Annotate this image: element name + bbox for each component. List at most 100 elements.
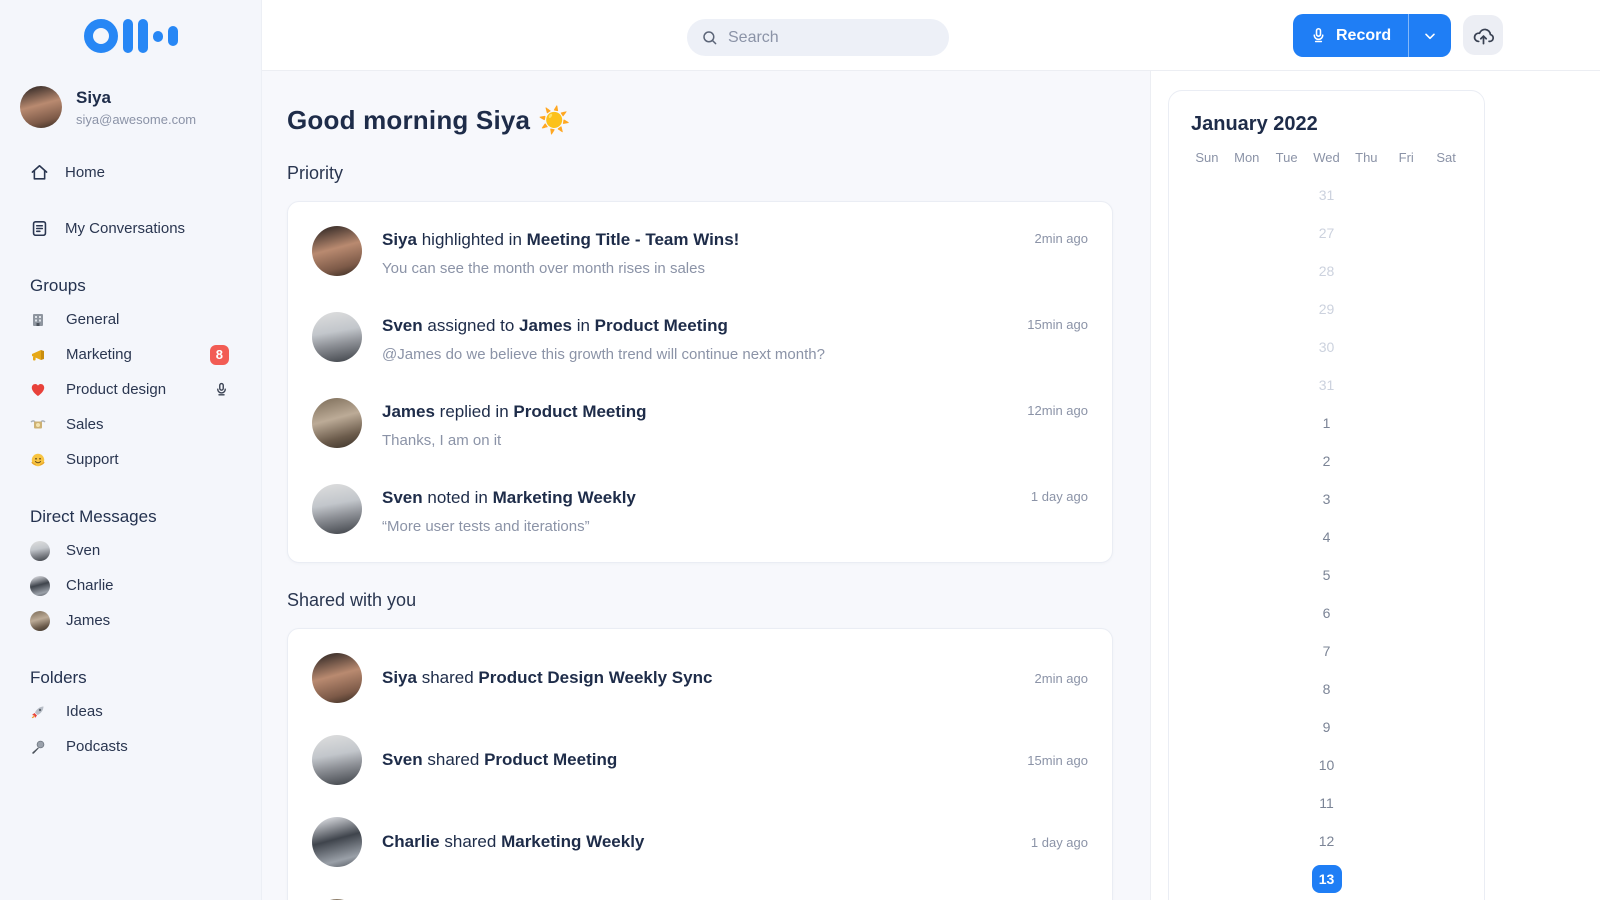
calendar-day[interactable]: 27 — [1187, 214, 1466, 252]
app-logo[interactable] — [83, 16, 178, 56]
calendar-weekday: Mon — [1234, 150, 1260, 165]
calendar-day-number: 9 — [1322, 719, 1331, 735]
calendar-day[interactable]: 29 — [1187, 290, 1466, 328]
feed-title: Sven shared Product Meeting — [382, 748, 1007, 772]
megaphone-icon — [30, 346, 50, 364]
feed-title-strong: Marketing Weekly — [501, 832, 645, 851]
group-label: General — [66, 311, 120, 328]
feed-title-strong: Product Meeting — [594, 316, 728, 335]
feed-timestamp: 15min ago — [1027, 752, 1088, 768]
home-icon — [31, 164, 48, 180]
calendar-day[interactable]: 3 — [1187, 480, 1466, 518]
mic-icon — [217, 382, 226, 396]
sidebar-item-my-conversations[interactable]: My Conversations — [0, 210, 261, 246]
logo-bar — [152, 30, 163, 42]
avatar-siya — [312, 226, 362, 276]
calendar-day[interactable]: 9 — [1187, 708, 1466, 746]
avatar-james — [312, 398, 362, 448]
sidebar-group-product-design[interactable]: Product design — [0, 372, 261, 407]
calendar-day[interactable]: 8 — [1187, 670, 1466, 708]
feed-title-text: shared — [416, 668, 479, 687]
avatar-siya — [20, 86, 62, 128]
record-button[interactable]: Record — [1293, 14, 1452, 57]
calendar-day-number: 12 — [1318, 833, 1335, 849]
calendar-day[interactable]: 5 — [1187, 556, 1466, 594]
calendar-day-number: 10 — [1318, 757, 1335, 773]
sidebar: Siya siya@awesome.com Home My Conversati… — [0, 0, 262, 900]
main-feed: Good morning Siya ☀️ Priority Siya highli… — [262, 71, 1150, 900]
feed-title: Siya highlighted in Meeting Title - Team… — [382, 228, 1015, 252]
feed-timestamp: 1 day ago — [1030, 834, 1088, 850]
direct-messages-header: Direct Messages — [30, 507, 157, 526]
groups-header: Groups — [30, 276, 86, 295]
feed-item[interactable]: Sven assigned to James in Product Meetin… — [288, 296, 1112, 382]
feed-title-text: noted in — [422, 488, 493, 507]
feed-timestamp: 15min ago — [1027, 317, 1088, 332]
cloud-upload-icon — [1473, 28, 1494, 45]
sidebar-folder-podcasts[interactable]: Podcasts — [0, 729, 261, 764]
sidebar-group-sales[interactable]: Sales — [0, 407, 261, 442]
sidebar-folder-ideas[interactable]: Ideas — [0, 694, 261, 729]
sidebar-group-general[interactable]: General — [0, 302, 261, 337]
feed-title: Siya shared Product Design Weekly Sync — [382, 666, 1015, 690]
search-input[interactable] — [728, 28, 928, 47]
feed-item[interactable]: Charlie shared Marketing Weekly 1 day ag… — [288, 801, 1112, 883]
calendar-day[interactable]: 11 — [1187, 784, 1466, 822]
feed-title-strong: James — [382, 402, 435, 421]
record-dropdown-button[interactable] — [1409, 28, 1451, 44]
sidebar-dm-sven[interactable]: Sven — [0, 533, 261, 568]
feed-subtitle: @James do we believe this growth trend w… — [382, 346, 825, 363]
chevron-down-icon — [1425, 33, 1435, 39]
calendar-day[interactable]: 2 — [1187, 442, 1466, 480]
feed-title-strong: Sven — [382, 488, 423, 507]
calendar-day-number: 2 — [1322, 453, 1331, 469]
sidebar-group-support[interactable]: Support — [0, 442, 261, 477]
feed-item[interactable]: Siya highlighted in Meeting Title - Team… — [288, 210, 1112, 296]
mic-icon — [1313, 27, 1324, 43]
sidebar-group-marketing[interactable]: Marketing 8 — [0, 337, 261, 372]
calendar-day[interactable]: 4 — [1187, 518, 1466, 556]
calendar-day[interactable]: 6 — [1187, 594, 1466, 632]
feed-item[interactable]: Sven noted in Marketing Weekly “More use… — [288, 468, 1112, 554]
feed-item[interactable]: James replied in Product Meeting — [288, 883, 1112, 900]
sidebar-dm-charlie[interactable]: Charlie — [0, 568, 261, 603]
group-label: Product design — [66, 381, 167, 398]
calendar-day[interactable]: 31 — [1187, 366, 1466, 404]
shared-card: Siya shared Product Design Weekly Sync 2… — [287, 628, 1113, 900]
record-label: Record — [1336, 26, 1392, 44]
calendar-day-number: 11 — [1319, 795, 1334, 811]
priority-card: Siya highlighted in Meeting Title - Team… — [287, 201, 1113, 563]
search-icon — [703, 30, 717, 44]
divider — [1408, 14, 1410, 57]
calendar-day-number: 6 — [1322, 605, 1331, 621]
sidebar-dm-james[interactable]: James — [0, 603, 261, 638]
search-bar[interactable] — [687, 19, 949, 56]
record-main[interactable]: Record — [1293, 26, 1408, 45]
logo-bar — [137, 19, 148, 53]
unread-badge: 8 — [209, 344, 229, 365]
sidebar-item-home[interactable]: Home — [0, 154, 261, 190]
calendar-weekday: Sat — [1436, 150, 1456, 165]
user-name: Siya — [76, 87, 111, 107]
calendar-day[interactable]: 30 — [1187, 328, 1466, 366]
upload-button[interactable] — [1463, 15, 1503, 55]
calendar-day[interactable]: 28 — [1187, 252, 1466, 290]
conversations-icon — [32, 220, 47, 236]
calendar-day[interactable]: 12 — [1187, 822, 1466, 860]
calendar-day[interactable]: 31 — [1187, 176, 1466, 214]
feed-title-strong: Siya — [382, 668, 417, 687]
calendar-day[interactable]: 1 — [1187, 404, 1466, 442]
greeting-text: Good morning Siya — [287, 105, 531, 135]
feed-item[interactable]: Siya shared Product Design Weekly Sync 2… — [288, 637, 1112, 719]
calendar-day-number: 3 — [1322, 491, 1331, 507]
calendar-day-selected[interactable]: 13 — [1187, 860, 1466, 898]
user-profile[interactable]: Siya siya@awesome.com — [20, 86, 261, 128]
calendar-day-number: 27 — [1318, 225, 1335, 241]
feed-item[interactable]: James replied in Product Meeting Thanks,… — [288, 382, 1112, 468]
calendar-day[interactable]: 7 — [1187, 632, 1466, 670]
avatar-sven — [312, 735, 362, 785]
calendar-day[interactable]: 10 — [1187, 746, 1466, 784]
dm-label: James — [66, 612, 111, 629]
calendar-day-number: 7 — [1322, 643, 1331, 659]
feed-item[interactable]: Sven shared Product Meeting 15min ago — [288, 719, 1112, 801]
